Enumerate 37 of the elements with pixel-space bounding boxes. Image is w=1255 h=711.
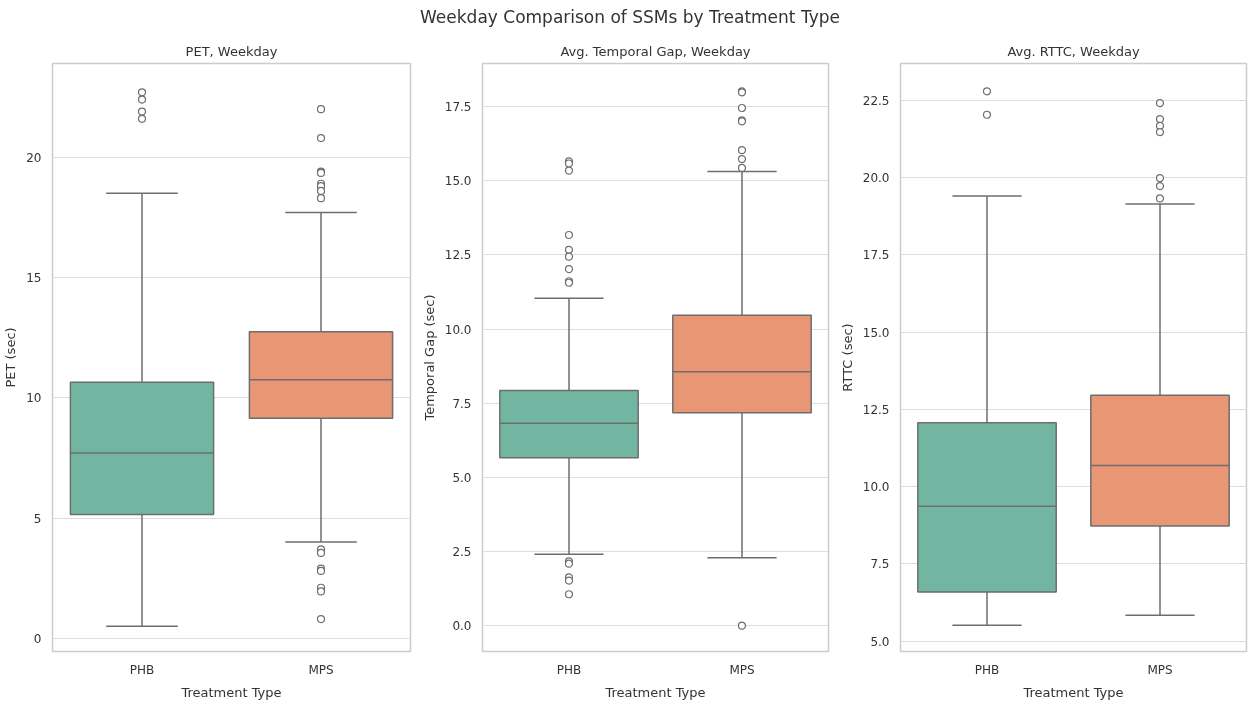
- y-tick-label: 10.0: [444, 322, 472, 337]
- y-tick-label: 2.5: [452, 545, 472, 560]
- y-tick-label: 15.0: [862, 325, 890, 340]
- x-tick-label: PHB: [974, 662, 1000, 677]
- y-tick-label: 17.5: [862, 248, 890, 263]
- y-tick-label: 12.5: [862, 402, 890, 417]
- y-tick-label: 15: [26, 271, 42, 286]
- y-axis-title: Temporal Gap (sec): [421, 294, 437, 422]
- x-tick-label: MPS: [1147, 662, 1173, 677]
- y-tick-label: 5: [33, 511, 42, 526]
- y-tick-label: 0.0: [452, 619, 472, 634]
- y-tick-label: 7.5: [870, 557, 890, 572]
- y-tick-label: 12.5: [444, 248, 472, 263]
- chart-title: PET, Weekday: [185, 43, 278, 59]
- x-tick-label: PHB: [129, 662, 155, 677]
- x-axis-title: Treatment Type: [1022, 684, 1124, 700]
- chart-title: Avg. Temporal Gap, Weekday: [560, 43, 751, 59]
- y-tick-label: 5.0: [870, 634, 890, 649]
- y-tick-label: 10: [26, 391, 42, 406]
- x-tick-label: MPS: [729, 662, 755, 677]
- y-axis-title: PET (sec): [3, 327, 19, 388]
- x-axis-title: Treatment Type: [604, 684, 706, 700]
- y-tick-label: 15.0: [444, 174, 472, 189]
- y-tick-label: 7.5: [452, 396, 472, 411]
- y-tick-label: 17.5: [444, 100, 472, 115]
- y-tick-label: 20: [26, 150, 42, 165]
- x-tick-label: MPS: [308, 662, 334, 677]
- y-axis-title: RTTC (sec): [839, 323, 855, 392]
- chart-title: Avg. RTTC, Weekday: [1007, 43, 1140, 59]
- x-tick-label: PHB: [556, 662, 582, 677]
- y-tick-label: 20.0: [862, 171, 890, 186]
- y-tick-label: 22.5: [862, 94, 890, 109]
- y-tick-label: 0: [33, 631, 42, 646]
- y-tick-label: 5.0: [452, 470, 472, 485]
- text: Weekday Comparison of SSMs by Treatment Type: [420, 6, 840, 29]
- x-axis-title: Treatment Type: [180, 684, 282, 700]
- y-tick-label: 10.0: [862, 480, 890, 495]
